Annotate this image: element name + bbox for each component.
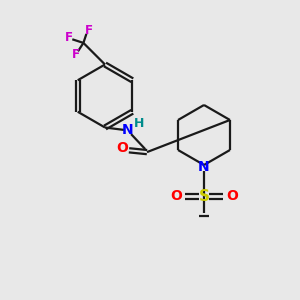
Text: F: F [65, 31, 73, 44]
Text: F: F [85, 24, 93, 38]
Text: N: N [122, 124, 133, 137]
Text: H: H [134, 117, 144, 130]
Text: F: F [72, 48, 80, 61]
Text: O: O [226, 190, 238, 203]
Text: O: O [116, 142, 128, 155]
Text: N: N [198, 160, 210, 174]
Text: O: O [170, 190, 182, 203]
Text: S: S [199, 189, 209, 204]
